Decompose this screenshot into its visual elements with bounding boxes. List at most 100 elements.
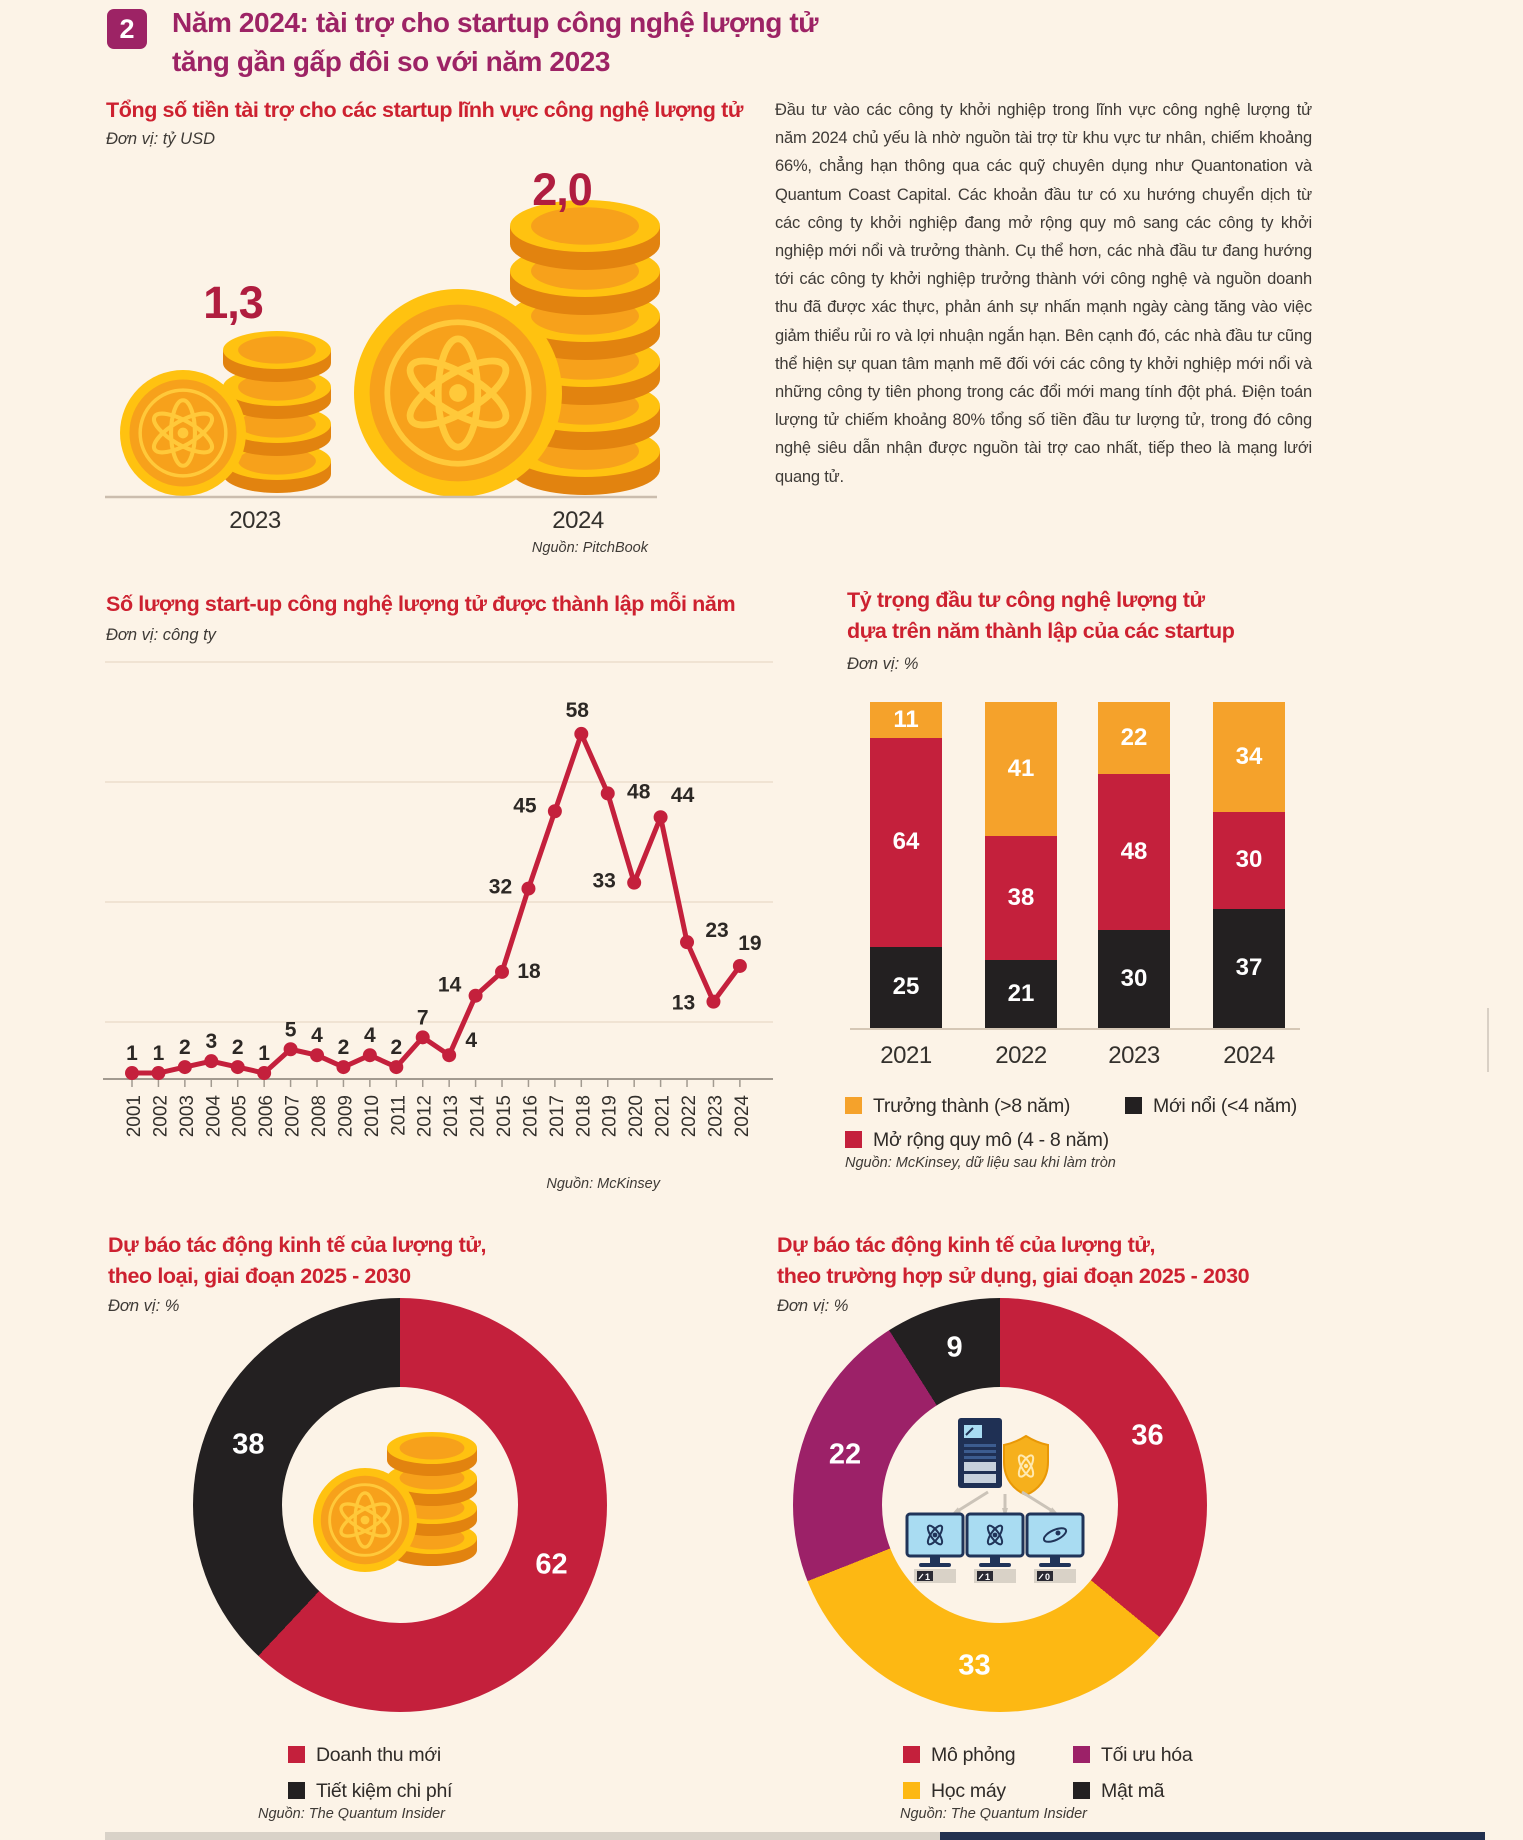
- founded-source: Nguồn: McKinsey: [546, 1176, 660, 1192]
- bar-segment: 22: [1098, 702, 1170, 774]
- x-axis-year-label: 2008: [309, 1095, 330, 1137]
- coin-stacks-illustration: [105, 200, 660, 499]
- share-chart-unit: Đơn vị: %: [847, 655, 919, 673]
- line-point: [521, 881, 536, 896]
- x-axis-year-label: 2001: [124, 1095, 145, 1137]
- bar-column: 22 48 30: [1098, 702, 1170, 1028]
- qubit-value-label: 1: [985, 1572, 990, 1582]
- share-year-label: 2021: [880, 1042, 932, 1069]
- legend-item: Doanh thu mới: [288, 1744, 441, 1767]
- x-axis-year-label: 2006: [256, 1095, 277, 1137]
- line-value-label: 23: [705, 919, 728, 942]
- bar-column: 41 38 21: [985, 702, 1057, 1028]
- line-value-label: 33: [592, 870, 615, 893]
- qubit-keycap: [917, 1571, 933, 1581]
- atom-nucleus-icon: [449, 384, 467, 402]
- line-point: [574, 726, 589, 741]
- line-value-label: 4: [465, 1029, 477, 1052]
- x-axis-year-label: 2012: [415, 1095, 436, 1137]
- legend-label: Mở rộng quy mô (4 - 8 năm): [873, 1129, 1109, 1151]
- line-point: [706, 994, 721, 1009]
- bar-value-label: 41: [1007, 754, 1035, 782]
- monitor-stand: [1050, 1556, 1060, 1563]
- shield-atom-orbit: [1017, 1454, 1035, 1478]
- legend-item: Mở rộng quy mô (4 - 8 năm): [845, 1129, 1109, 1152]
- line-value-label: 44: [671, 784, 695, 807]
- x-axis-year-label: 2014: [468, 1095, 489, 1138]
- share-x-axis: [850, 1028, 1300, 1030]
- line-value-label: 5: [285, 1018, 297, 1041]
- line-point: [230, 1060, 245, 1075]
- x-axis-year-label: 2011: [388, 1095, 409, 1136]
- bar-value-label: 11: [893, 705, 919, 733]
- line-point: [627, 875, 642, 890]
- legend-item: Tiết kiệm chi phí: [288, 1780, 452, 1803]
- arrow-icon: [1021, 1490, 1055, 1514]
- donut-value-label: 38: [232, 1428, 265, 1461]
- x-axis-year-label: 2024: [732, 1095, 753, 1138]
- qubit-ket-mark: [1038, 1573, 1044, 1580]
- line-value-label: 48: [627, 780, 651, 803]
- legend-label: Tối ưu hóa: [1101, 1744, 1193, 1766]
- atom-orbit-icon: [151, 411, 215, 455]
- quantum-computer-network-icon: 1 1 0: [905, 1418, 1085, 1583]
- atom-orbit-icon: [434, 335, 482, 451]
- line-point: [442, 1048, 457, 1063]
- line-value-label: 58: [566, 699, 590, 722]
- line-point: [125, 1066, 139, 1081]
- line-value-label: 1: [126, 1042, 138, 1065]
- line-value-label: 19: [738, 932, 761, 955]
- legend-swatch: [845, 1131, 862, 1148]
- line-point: [415, 1030, 430, 1045]
- monitor-atom-nucleus: [932, 1532, 938, 1538]
- impact-type-title-line1: Dự báo tác động kinh tế của lượng tử,: [108, 1233, 487, 1257]
- bar-value-label: 22: [1120, 723, 1148, 751]
- line-point: [495, 964, 510, 979]
- bottom-strip-light: [105, 1832, 940, 1840]
- shield-atom-nucleus: [1023, 1463, 1029, 1469]
- bar-segment: 11: [870, 702, 942, 738]
- x-axis-year-label: 2003: [177, 1095, 198, 1137]
- monitor-atom-icon: [926, 1524, 944, 1546]
- legend-swatch: [288, 1782, 305, 1799]
- funding-year-2024: 2024: [552, 507, 604, 534]
- line-point: [680, 935, 695, 950]
- monitor-atom-icon: [986, 1524, 1004, 1546]
- server-grill: [964, 1474, 996, 1483]
- atom-nucleus-icon: [177, 427, 189, 439]
- monitor-foot: [1039, 1563, 1071, 1567]
- server-stripe: [964, 1450, 996, 1453]
- monitor-atom-icon: [986, 1524, 1004, 1546]
- x-axis-year-label: 2016: [520, 1095, 541, 1137]
- line-value-label: 45: [513, 794, 537, 817]
- line-value-label: 1: [258, 1042, 270, 1065]
- bar-segment: 64: [870, 737, 942, 947]
- arrow-icon: [955, 1490, 989, 1514]
- share-bars-area: 11 64 25 41 38 21 22 48 30 34 30 37: [850, 702, 1300, 1028]
- impact-usecase-unit: Đơn vị: %: [777, 1297, 849, 1315]
- x-axis-year-label: 2015: [494, 1095, 515, 1137]
- shield-atom-orbit: [1017, 1454, 1035, 1478]
- bar-segment: 41: [985, 702, 1057, 836]
- monitor-foot: [979, 1563, 1011, 1567]
- impact-usecase-title-line2: theo trường hợp sử dụng, giai đoạn 2025 …: [777, 1264, 1250, 1288]
- atom-orbit-icon: [168, 398, 198, 468]
- coin-ring: [138, 388, 228, 478]
- bar-value-label: 30: [1120, 965, 1148, 993]
- line-point: [151, 1066, 166, 1081]
- monitor-foot: [919, 1563, 951, 1567]
- legend-label: Mới nổi (<4 năm): [1153, 1095, 1297, 1117]
- atom-orbit-icon: [353, 1491, 377, 1549]
- atom-orbit-icon: [151, 411, 215, 455]
- bar-value-label: 21: [1007, 979, 1035, 1007]
- x-axis-year-label: 2004: [203, 1095, 224, 1138]
- x-axis-year-label: 2009: [335, 1095, 356, 1137]
- bar-value-label: 64: [892, 828, 920, 856]
- line-point: [257, 1066, 272, 1081]
- x-axis-year-label: 2023: [705, 1095, 726, 1137]
- server-screen: [964, 1425, 982, 1438]
- funding-year-2023: 2023: [229, 507, 281, 534]
- funding-chart-unit: Đơn vị: tỷ USD: [106, 130, 215, 148]
- line-point: [547, 804, 562, 819]
- donut-value-label: 9: [946, 1331, 963, 1364]
